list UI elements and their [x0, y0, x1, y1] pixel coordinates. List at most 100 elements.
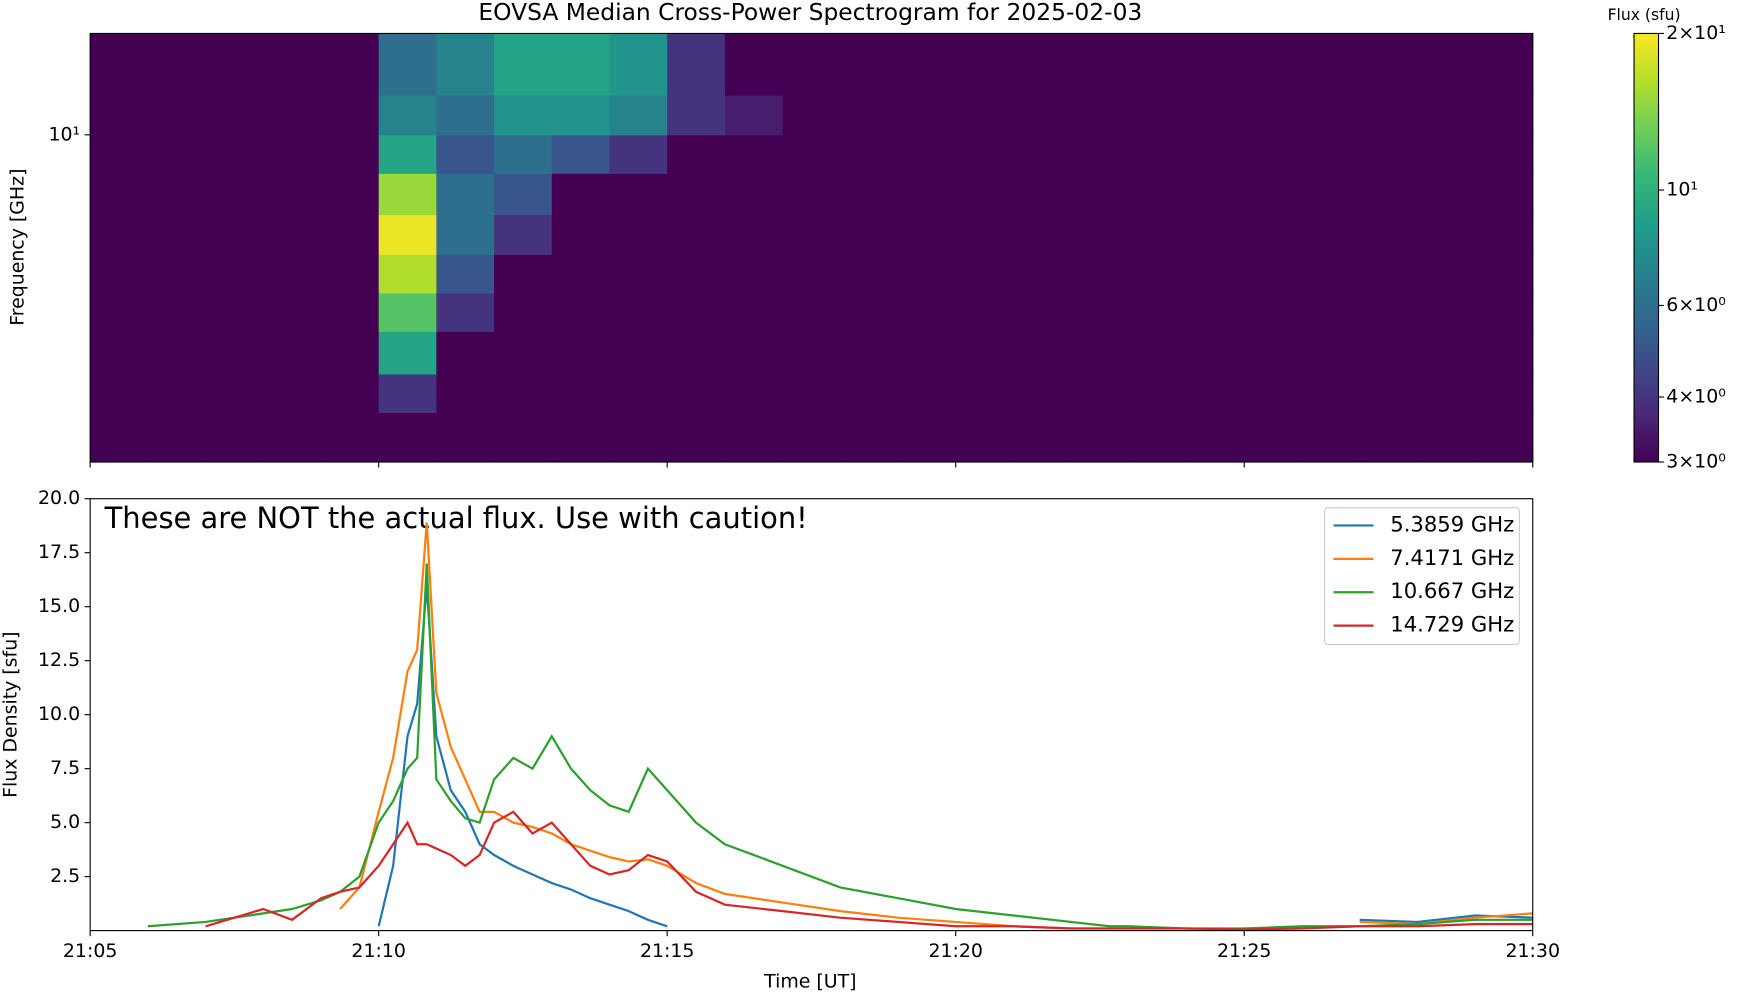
heatmap-cell	[1071, 292, 1130, 332]
heatmap-cell	[1013, 214, 1072, 255]
heatmap-cell	[147, 94, 207, 136]
heatmap-cell	[263, 373, 322, 413]
heatmap-cell	[955, 373, 1014, 413]
heatmap-cell	[263, 292, 322, 332]
legend-box	[1324, 507, 1520, 646]
heatmap-cell	[609, 373, 668, 413]
data-line	[339, 522, 1110, 930]
heatmap-cell	[378, 292, 437, 332]
heatmap-cell	[609, 94, 668, 136]
heatmap-cell	[1417, 94, 1476, 136]
heatmap-cell	[551, 331, 611, 375]
heatmap-cell	[1244, 134, 1303, 174]
legend-label: 7.4171 GHz	[1390, 545, 1514, 570]
heatmap-cell	[494, 254, 553, 294]
heatmap-cell	[378, 33, 437, 96]
heatmap-cell	[1013, 33, 1072, 96]
heatmap-cell	[1417, 134, 1476, 174]
heatmap-cell	[1128, 331, 1188, 375]
heatmap-cell	[494, 134, 553, 174]
heatmap-cell	[667, 331, 726, 375]
heatmap-cell	[551, 373, 611, 413]
heatmap-cell	[90, 373, 149, 413]
heatmap-cell	[320, 373, 380, 413]
heatmap-cell	[898, 214, 957, 255]
heatmap-cell	[898, 254, 957, 294]
heatmap-cell	[205, 254, 264, 294]
chart-title: EOVSA Median Cross-Power Spectrogram for…	[478, 0, 1142, 26]
heatmap-cell	[551, 292, 611, 332]
heatmap-cell	[1417, 373, 1476, 413]
heatmap-cell	[1186, 373, 1245, 413]
heatmap-cell	[782, 94, 841, 136]
heatmap-cell	[609, 134, 668, 174]
x-tick-label: 21:25	[1217, 940, 1272, 962]
heatmap-cell	[147, 33, 207, 96]
heatmap-cell	[955, 94, 1014, 136]
heatmap-cell	[1128, 254, 1188, 294]
heatmap-cell	[1359, 254, 1418, 294]
heatmap-cell	[898, 412, 957, 463]
heatmap-cell	[551, 33, 611, 96]
heatmap-cell	[609, 173, 668, 216]
heatmap-cell	[609, 292, 668, 332]
heatmap-cell	[1244, 173, 1303, 216]
x-tick-label: 21:30	[1505, 940, 1560, 962]
heatmap-cell	[609, 331, 668, 375]
heatmap-cell	[90, 254, 149, 294]
y-tick-label: 15.0	[38, 595, 80, 617]
heatmap-cell	[378, 134, 437, 174]
heatmap-cell	[1359, 412, 1418, 463]
heatmap-cell	[724, 134, 784, 174]
heatmap-cell	[494, 94, 553, 136]
heatmap-cell	[320, 331, 380, 375]
heatmap-cell	[90, 173, 149, 216]
heatmap-cell	[667, 254, 726, 294]
y-tick-label: 12.5	[38, 649, 80, 671]
y-tick-label: 2.5	[50, 865, 80, 887]
x-axis-label: Time [UT]	[763, 970, 856, 992]
heatmap-cell	[551, 134, 611, 174]
heatmap-cell	[840, 292, 899, 332]
heatmap-cell	[436, 292, 495, 332]
heatmap-cell	[1071, 373, 1130, 413]
heatmap-cell	[782, 331, 841, 375]
heatmap-cell	[1475, 331, 1534, 375]
heatmap-cell	[955, 412, 1014, 463]
heatmap-cell	[551, 412, 611, 463]
heatmap-cell	[1475, 94, 1534, 136]
heatmap-cell	[205, 292, 264, 332]
heatmap-cell	[782, 254, 841, 294]
heatmap-cell	[1359, 292, 1418, 332]
heatmap-cell	[320, 292, 380, 332]
heatmap-cell	[1301, 292, 1361, 332]
heatmap-cell	[1186, 331, 1245, 375]
heatmap-cell	[1475, 412, 1534, 463]
y-axis-label: Frequency [GHz]	[6, 169, 28, 326]
heatmap-cell	[840, 214, 899, 255]
heatmap-cell	[147, 412, 207, 463]
heatmap-cell	[724, 373, 784, 413]
plot-frame	[89, 32, 1534, 463]
heatmap-cell	[494, 214, 553, 255]
heatmap-cell	[1128, 292, 1188, 332]
heatmap-cell	[263, 173, 322, 216]
heatmap-cell	[724, 94, 784, 136]
heatmap-cell	[898, 33, 957, 96]
heatmap-cell	[609, 412, 668, 463]
legend-label: 5.3859 GHz	[1390, 511, 1514, 536]
heatmap-cell	[320, 33, 380, 96]
heatmap-cell	[147, 134, 207, 174]
heatmap-cell	[263, 134, 322, 174]
y-tick-label: 17.5	[38, 541, 80, 563]
heatmap-cell	[320, 94, 380, 136]
heatmap-cell	[263, 412, 322, 463]
heatmap-cell	[898, 373, 957, 413]
heatmap-cell	[1186, 214, 1245, 255]
heatmap-cell	[609, 33, 668, 96]
heatmap-cell	[609, 214, 668, 255]
heatmap-cell	[1301, 173, 1361, 216]
heatmap-cell	[1186, 94, 1245, 136]
heatmap-cell	[782, 33, 841, 96]
